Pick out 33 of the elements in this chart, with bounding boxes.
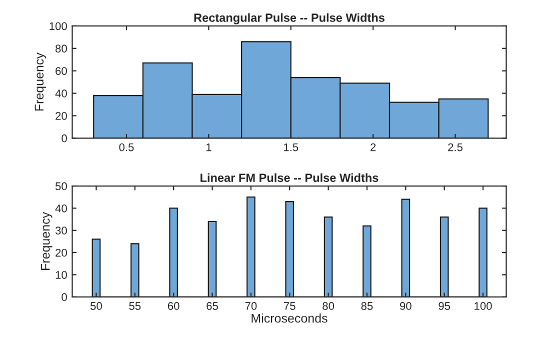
x-tick-label: 60 bbox=[168, 302, 180, 310]
x-tick-label: 90 bbox=[400, 302, 412, 310]
x-axis-title: Microseconds bbox=[252, 314, 328, 323]
x-tick-label: 85 bbox=[361, 302, 373, 310]
x-tick-label: 1 bbox=[206, 143, 212, 152]
x-tick-label: 70 bbox=[245, 302, 257, 310]
x-tick-label: 0.5 bbox=[119, 143, 134, 152]
x-tick-label: 100 bbox=[474, 302, 492, 310]
x-tick-label: 2.5 bbox=[448, 143, 463, 152]
y-tick-label: 40 bbox=[55, 90, 67, 98]
y-tick-label: 0 bbox=[62, 134, 67, 142]
x-tick-label: 80 bbox=[322, 302, 334, 310]
y-tick-label: 10 bbox=[56, 270, 67, 279]
x-tick-label: 50 bbox=[90, 302, 102, 310]
y-tick-label: 0 bbox=[62, 293, 67, 302]
x-tick-label: 95 bbox=[438, 302, 450, 310]
y-axis-title: Frequency bbox=[34, 52, 46, 111]
chart-title: Rectangular Pulse -- Pulse Widths bbox=[194, 13, 384, 24]
x-tick-label: 2 bbox=[370, 143, 376, 152]
y-tick-label: 80 bbox=[56, 44, 67, 53]
y-tick-label: 20 bbox=[56, 248, 67, 257]
y-tick-label: 50 bbox=[55, 182, 67, 190]
y-tick-label: 40 bbox=[55, 204, 67, 212]
x-tick-label: 65 bbox=[206, 302, 218, 310]
y-tick-label: 20 bbox=[56, 112, 67, 120]
y-tick-label: 100 bbox=[50, 22, 67, 30]
x-tick-label: 75 bbox=[284, 302, 296, 310]
x-tick-label: 1.5 bbox=[284, 143, 298, 152]
x-tick-label: 55 bbox=[129, 302, 141, 310]
chart-title: Linear FM Pulse -- Pulse Widths bbox=[200, 173, 378, 182]
y-tick-label: 30 bbox=[55, 226, 67, 235]
y-axis-title: Frequency bbox=[41, 212, 52, 270]
y-tick-label: 60 bbox=[56, 67, 67, 75]
